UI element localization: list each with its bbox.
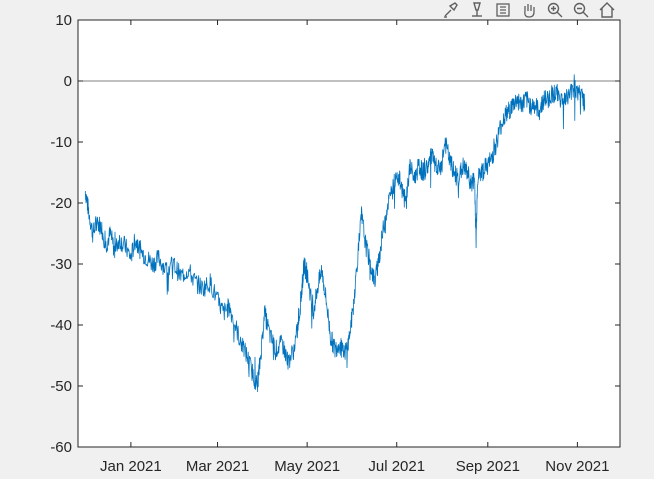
axes-box [77,19,621,448]
y-tick-label: -20 [50,195,72,212]
x-tick-label: Jul 2021 [368,458,425,475]
x-tick-label: Mar 2021 [186,458,249,475]
brush-icon[interactable] [440,0,462,20]
home-icon[interactable] [596,0,618,20]
axes-toolbar [440,0,618,20]
zoom-out-icon[interactable] [570,0,592,20]
y-tick-label: 0 [64,73,72,90]
x-tick-label: Nov 2021 [545,458,609,475]
x-tick-label: Jan 2021 [100,458,162,475]
data-tip-icon[interactable] [466,0,488,20]
y-tick-label: 10 [55,12,72,29]
y-tick-label: -50 [50,378,72,395]
y-tick-label: -10 [50,134,72,151]
y-tick-label: -40 [50,317,72,334]
y-tick-label: -30 [50,256,72,273]
y-tick-label: -60 [50,439,72,456]
axes-background [78,20,620,447]
legend-icon[interactable] [492,0,514,20]
series-line [84,74,586,393]
x-tick-label: May 2021 [274,458,340,475]
pan-hand-icon[interactable] [518,0,540,20]
zoom-in-icon[interactable] [544,0,566,20]
x-tick-label: Sep 2021 [456,458,520,475]
